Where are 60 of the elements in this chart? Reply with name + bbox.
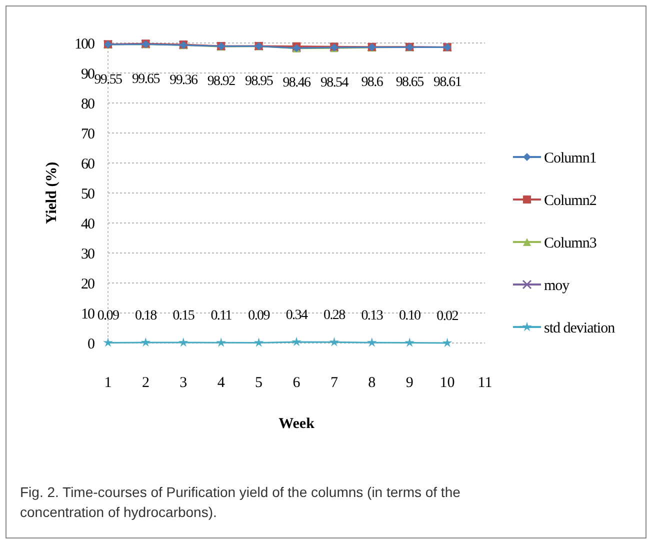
y-axis-title: Yield (%) (44, 162, 60, 224)
point (366, 337, 377, 347)
data-label: 0.18 (135, 308, 158, 324)
data-label: 0.09 (248, 308, 270, 324)
data-label: 98.95 (245, 74, 274, 90)
data-label: 98.6 (361, 75, 384, 90)
y-tick-label: 20 (81, 276, 94, 292)
data-label: 99.65 (132, 72, 160, 87)
x-tick-label: 1 (104, 375, 112, 391)
data-label: 0.11 (210, 308, 232, 324)
x-tick-label: 8 (368, 375, 376, 391)
y-tick-label: 90 (81, 66, 94, 82)
x-tick-label: 4 (217, 375, 226, 391)
point (442, 338, 452, 348)
y-tick-label: 40 (81, 216, 94, 232)
caption: Fig. 2. Time-courses of Purification yield of the columns (in terms of the concentration of hydrocarbons). (20, 484, 461, 520)
x-tick-label: 3 (180, 375, 188, 391)
data-label: 98.65 (396, 74, 424, 90)
legend-label: Column3 (544, 235, 596, 252)
x-tick-label: 6 (292, 375, 301, 391)
data-label: 0.28 (324, 308, 346, 324)
data-label: 0.10 (398, 308, 422, 324)
data-label: 0.15 (172, 308, 195, 324)
data-label: 98.46 (282, 76, 312, 91)
data-label: 98.54 (320, 75, 349, 90)
legend-label: Column1 (544, 150, 596, 166)
point (140, 337, 151, 347)
y-tick-label: 80 (81, 96, 94, 112)
y-tick-label: 30 (81, 246, 94, 262)
legend-label: std deviation (544, 320, 616, 336)
x-tick-label: 10 (440, 375, 455, 391)
y-tick-label: 100 (74, 36, 94, 52)
y-tick-label: 10 (81, 306, 94, 322)
point (178, 337, 188, 347)
y-tick-label: 60 (81, 156, 94, 172)
data-label: 0.13 (361, 308, 384, 324)
point (254, 338, 264, 347)
legend-label: moy (544, 278, 570, 294)
point (404, 338, 415, 347)
data-label: 0.02 (436, 308, 459, 324)
y-tick-label: 50 (81, 186, 94, 202)
point (292, 336, 302, 346)
x-axis-title: Week (278, 416, 316, 432)
x-tick-label: 2 (142, 375, 150, 391)
y-tick-label: 0 (88, 336, 94, 352)
data-label: 98.92 (207, 74, 236, 90)
point (216, 337, 226, 347)
data-label: 99.36 (170, 72, 198, 88)
data-label: 0.09 (97, 308, 120, 324)
data-label: 98.61 (434, 75, 462, 90)
x-tick-label: 5 (255, 375, 263, 391)
y-tick-label: 70 (81, 126, 94, 142)
point (103, 338, 113, 347)
data-label: 99.55 (94, 72, 123, 88)
point (329, 336, 340, 346)
data-label: 0.34 (286, 308, 308, 323)
legend-label: Column2 (544, 192, 596, 209)
x-tick-label: 7 (330, 375, 338, 391)
x-tick-label: 9 (406, 375, 414, 391)
x-tick-label: 11 (478, 375, 492, 391)
